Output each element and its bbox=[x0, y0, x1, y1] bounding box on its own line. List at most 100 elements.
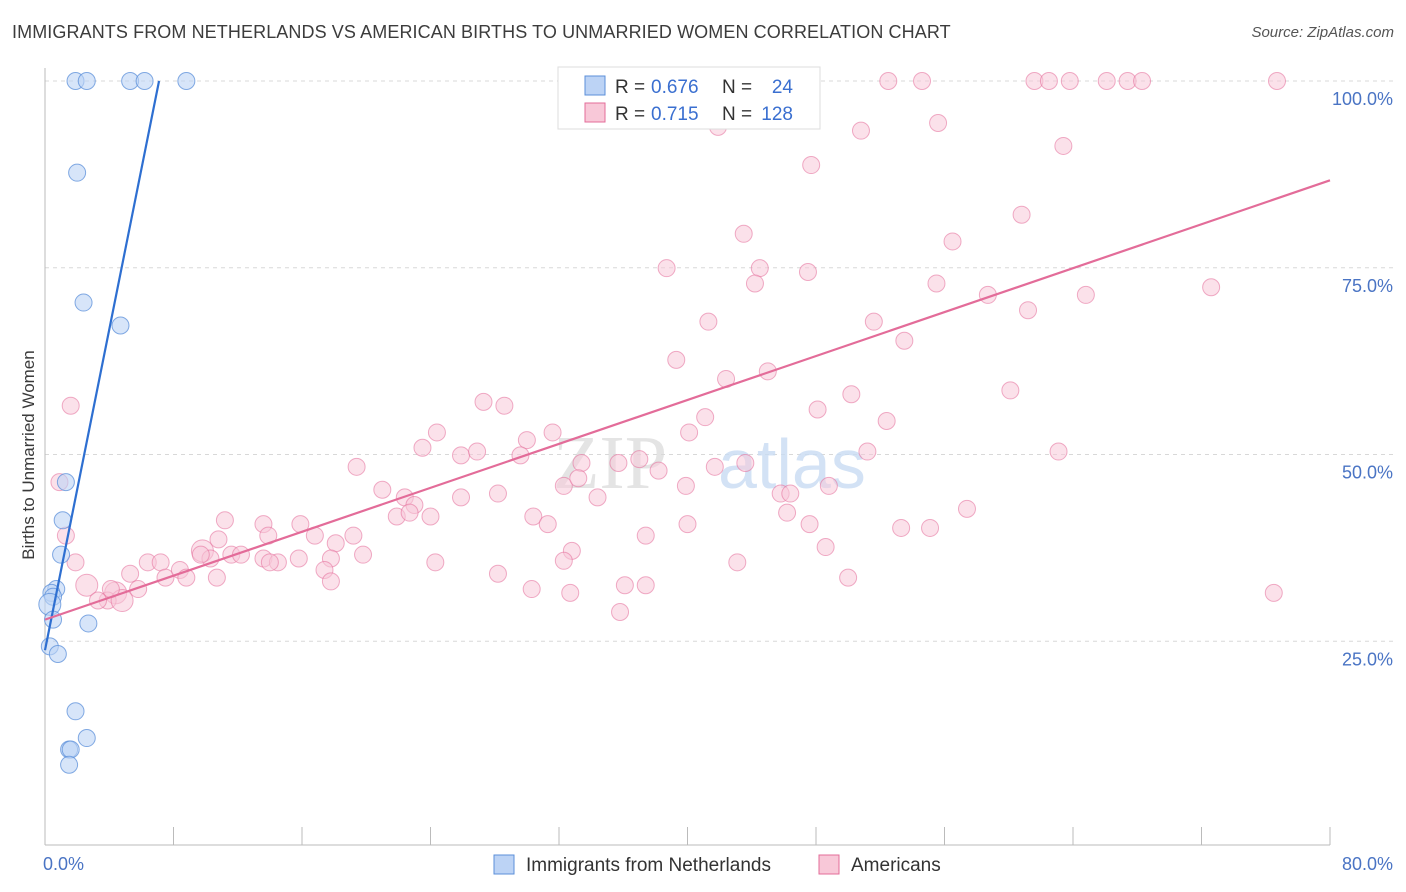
americans-point bbox=[745, 274, 764, 293]
americans-point bbox=[611, 602, 630, 621]
americans-point bbox=[913, 72, 932, 90]
americans-point bbox=[842, 385, 861, 404]
americans-point bbox=[858, 442, 877, 461]
americans-point bbox=[734, 224, 753, 243]
netherlands-point bbox=[60, 755, 79, 774]
americans-point bbox=[1019, 301, 1038, 320]
americans-point bbox=[344, 526, 363, 545]
americans-point bbox=[522, 580, 541, 599]
americans-point bbox=[615, 576, 634, 595]
americans-point bbox=[191, 545, 210, 564]
americans-point bbox=[121, 564, 140, 583]
legend-box: R = 0.676 N = 24 R = 0.715 N = 128 bbox=[557, 66, 821, 130]
americans-point bbox=[877, 411, 896, 430]
legend-r-label-1: R = bbox=[615, 77, 645, 98]
legend-n-value-1: 24 bbox=[772, 77, 794, 98]
y-tick-label: 25.0% bbox=[1342, 649, 1393, 669]
americans-point bbox=[347, 457, 366, 476]
americans-point bbox=[129, 580, 148, 599]
americans-point bbox=[892, 518, 911, 537]
netherlands-point bbox=[135, 72, 154, 90]
americans-point bbox=[452, 446, 471, 465]
americans-point bbox=[354, 545, 373, 564]
americans-point bbox=[488, 484, 507, 503]
americans-point bbox=[802, 156, 821, 175]
americans-point bbox=[400, 503, 419, 522]
americans-point bbox=[929, 114, 948, 133]
americans-point bbox=[676, 476, 695, 495]
americans-point bbox=[895, 331, 914, 350]
netherlands-point bbox=[74, 293, 93, 312]
americans-point bbox=[798, 263, 817, 281]
americans-point bbox=[699, 312, 718, 331]
americans-point bbox=[524, 507, 543, 526]
americans-point bbox=[736, 454, 755, 472]
americans-point bbox=[215, 511, 234, 530]
americans-point bbox=[421, 507, 440, 526]
netherlands-point bbox=[111, 316, 130, 335]
legend-n-value-2: 128 bbox=[761, 104, 793, 125]
x-tick-label: 80.0% bbox=[1342, 854, 1393, 874]
americans-point bbox=[781, 484, 800, 503]
americans-point bbox=[705, 457, 724, 476]
americans-point bbox=[839, 568, 858, 587]
legend-r-label-2: R = bbox=[615, 104, 645, 125]
americans-point bbox=[452, 488, 471, 507]
axes bbox=[44, 68, 1331, 846]
americans-point bbox=[1060, 72, 1079, 90]
americans-point bbox=[1049, 442, 1068, 461]
americans-point bbox=[517, 431, 536, 450]
americans-point bbox=[572, 454, 591, 472]
americans-point bbox=[800, 515, 819, 534]
legend-swatch-netherlands bbox=[584, 75, 606, 96]
americans-point bbox=[678, 515, 697, 534]
americans-point bbox=[1054, 136, 1073, 155]
americans-point bbox=[1039, 72, 1058, 90]
americans-point bbox=[1012, 205, 1031, 224]
americans-point bbox=[561, 583, 580, 602]
netherlands-point bbox=[77, 729, 96, 748]
americans-point bbox=[1001, 381, 1020, 400]
americans-point bbox=[649, 461, 668, 480]
americans-point bbox=[750, 259, 769, 278]
americans-point bbox=[758, 362, 777, 381]
americans-point bbox=[636, 526, 655, 545]
americans-point bbox=[413, 438, 432, 457]
americans-point bbox=[667, 350, 686, 369]
americans-point bbox=[778, 503, 797, 522]
legend-r-value-2: 0.715 bbox=[651, 104, 699, 125]
americans-point bbox=[321, 572, 340, 591]
netherlands-point bbox=[77, 72, 96, 90]
americans-point bbox=[427, 423, 446, 442]
y-tick-label: 50.0% bbox=[1342, 463, 1393, 483]
americans-point bbox=[61, 396, 80, 415]
y-tick-labels: 25.0% 50.0% 75.0% 100.0% bbox=[1332, 89, 1393, 669]
netherlands-point bbox=[48, 645, 67, 663]
americans-point bbox=[75, 573, 99, 597]
chart-title: IMMIGRANTS FROM NETHERLANDS VS AMERICAN … bbox=[12, 22, 951, 42]
americans-point bbox=[957, 499, 976, 518]
americans-point bbox=[543, 423, 562, 442]
netherlands-point bbox=[68, 163, 87, 182]
americans-point bbox=[488, 564, 507, 583]
netherlands-point bbox=[61, 740, 80, 759]
americans-point bbox=[680, 423, 699, 442]
netherlands-point bbox=[53, 511, 72, 530]
americans-point bbox=[864, 312, 883, 331]
bottom-legend-swatch-americans bbox=[818, 854, 840, 875]
americans-point bbox=[209, 530, 228, 549]
americans-point bbox=[538, 515, 557, 534]
americans-point bbox=[554, 551, 573, 570]
americans-point bbox=[66, 553, 85, 572]
bottom-legend-swatch-netherlands bbox=[493, 854, 515, 875]
americans-point bbox=[1097, 72, 1116, 90]
americans-point bbox=[1264, 583, 1283, 602]
source-label: Source: ZipAtlas.com bbox=[1251, 24, 1394, 41]
americans-points bbox=[50, 72, 1286, 621]
americans-point bbox=[808, 400, 827, 419]
americans-point bbox=[630, 450, 649, 469]
americans-point bbox=[260, 553, 279, 572]
americans-point bbox=[474, 392, 493, 411]
americans-point bbox=[819, 476, 838, 495]
netherlands-point bbox=[66, 702, 85, 721]
